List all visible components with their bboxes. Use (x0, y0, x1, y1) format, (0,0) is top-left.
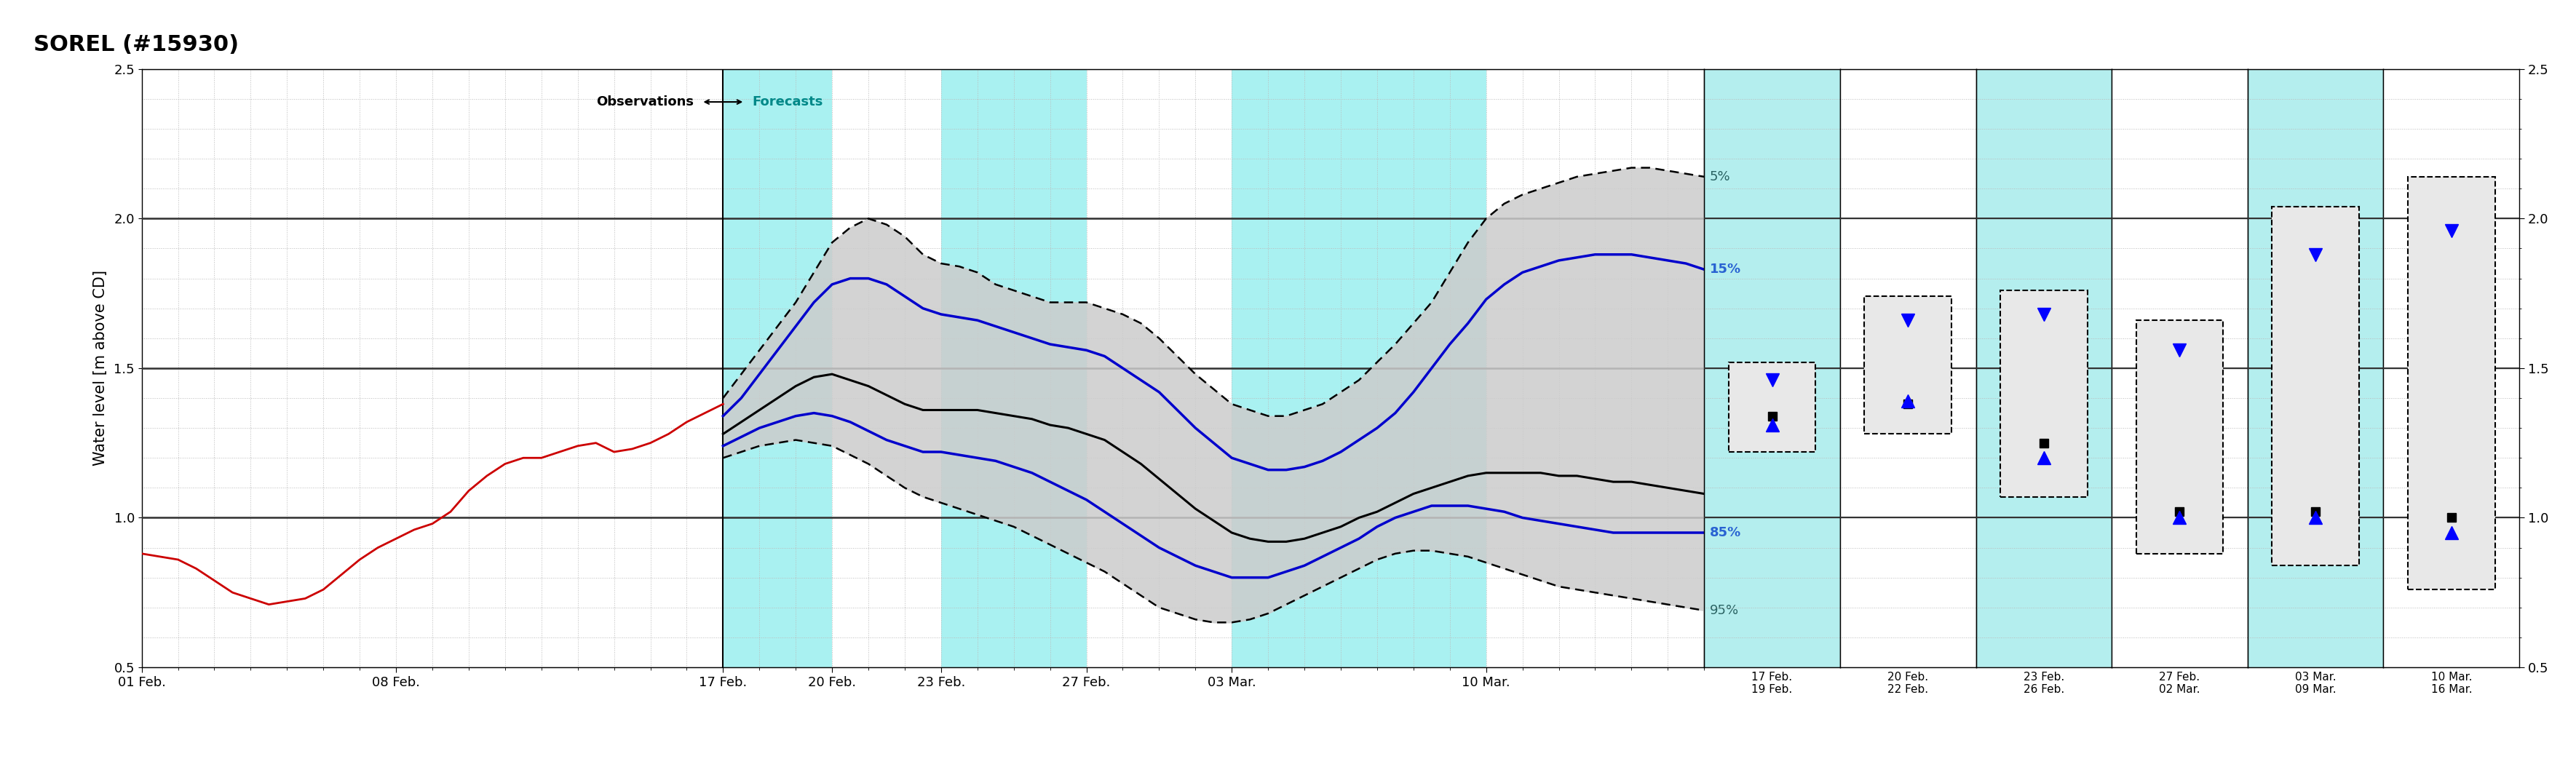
Bar (1231, 69, 1486, 667)
Text: SOREL (#15930): SOREL (#15930) (33, 35, 240, 56)
Bar (2409, 176, 2496, 590)
Text: 5%: 5% (1710, 170, 1731, 183)
Bar (1865, 296, 1953, 434)
X-axis label: 20 Feb.
22 Feb.: 20 Feb. 22 Feb. (1888, 671, 1929, 695)
Bar (2136, 321, 2223, 554)
Text: 85%: 85% (1710, 526, 1741, 539)
Bar (940, 69, 1087, 667)
Y-axis label: Water level [m above CD]: Water level [m above CD] (93, 270, 108, 466)
Text: Forecasts: Forecasts (752, 95, 822, 108)
Bar (1728, 362, 1816, 452)
Bar (724, 69, 832, 667)
Text: 15%: 15% (1710, 263, 1741, 276)
Text: Observations: Observations (598, 95, 693, 108)
X-axis label: 27 Feb.
02 Mar.: 27 Feb. 02 Mar. (2159, 671, 2200, 695)
Text: 95%: 95% (1710, 604, 1739, 617)
Bar (2002, 291, 2087, 497)
X-axis label: 17 Feb.
19 Feb.: 17 Feb. 19 Feb. (1752, 671, 1793, 695)
X-axis label: 10 Mar.
16 Mar.: 10 Mar. 16 Mar. (2432, 671, 2473, 695)
X-axis label: 23 Feb.
26 Feb.: 23 Feb. 26 Feb. (2022, 671, 2063, 695)
X-axis label: 03 Mar.
09 Mar.: 03 Mar. 09 Mar. (2295, 671, 2336, 695)
Bar (2272, 206, 2360, 565)
